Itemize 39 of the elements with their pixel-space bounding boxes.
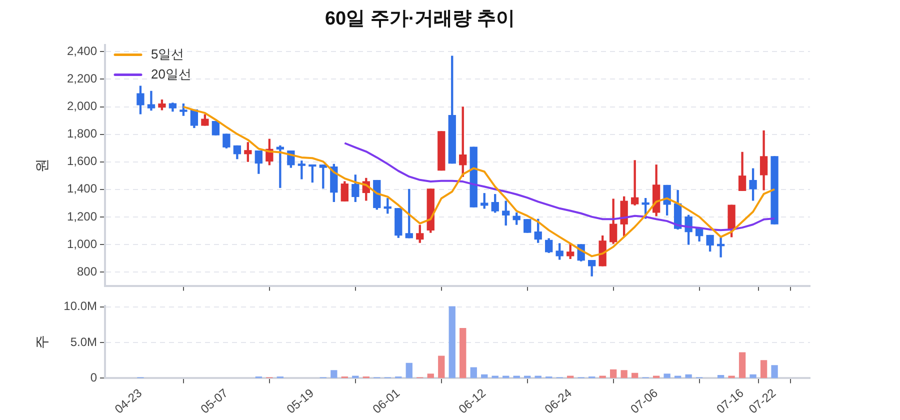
bar bbox=[685, 374, 692, 378]
legend-label: 5일선 bbox=[151, 46, 184, 62]
y-tick-label: 2,000 bbox=[66, 99, 98, 114]
bar bbox=[760, 360, 768, 378]
y-axis-title: 원 bbox=[33, 158, 50, 172]
y-tick-label: 2,200 bbox=[66, 72, 98, 86]
bar bbox=[631, 372, 638, 378]
bar bbox=[738, 352, 746, 378]
y-tick-label: 1,000 bbox=[66, 236, 98, 251]
bar bbox=[460, 328, 466, 378]
y-tick-label: 1,400 bbox=[66, 182, 98, 196]
bar bbox=[728, 376, 735, 378]
y-tick-label: 2,400 bbox=[66, 44, 98, 58]
y-tick-label: 1,600 bbox=[66, 154, 98, 168]
candlestick bbox=[212, 121, 220, 136]
bar bbox=[330, 370, 338, 378]
bar bbox=[470, 367, 477, 378]
bar bbox=[406, 362, 412, 378]
y-tick-label: 5.0M bbox=[70, 334, 97, 349]
bar bbox=[448, 306, 456, 378]
bar bbox=[717, 375, 724, 378]
y-tick-label: 800 bbox=[76, 264, 98, 278]
y-axis-title: 주 bbox=[33, 335, 50, 350]
y-tick-label: 10.0M bbox=[64, 299, 97, 314]
bar bbox=[438, 356, 445, 378]
bar bbox=[620, 370, 628, 378]
bar bbox=[771, 365, 778, 378]
y-tick-label: 1,200 bbox=[66, 209, 98, 224]
legend-label: 20일선 bbox=[151, 66, 192, 82]
candlestick bbox=[438, 131, 446, 171]
candlestick bbox=[524, 219, 532, 233]
bar bbox=[664, 374, 670, 378]
chart-title: 60일 주가·거래량 추이 bbox=[324, 8, 516, 30]
y-tick-label: 1,800 bbox=[66, 126, 98, 141]
bar bbox=[750, 374, 756, 378]
bar bbox=[481, 374, 488, 378]
bar bbox=[610, 369, 617, 378]
y-tick-label: 0 bbox=[90, 370, 98, 385]
bar bbox=[427, 374, 434, 378]
